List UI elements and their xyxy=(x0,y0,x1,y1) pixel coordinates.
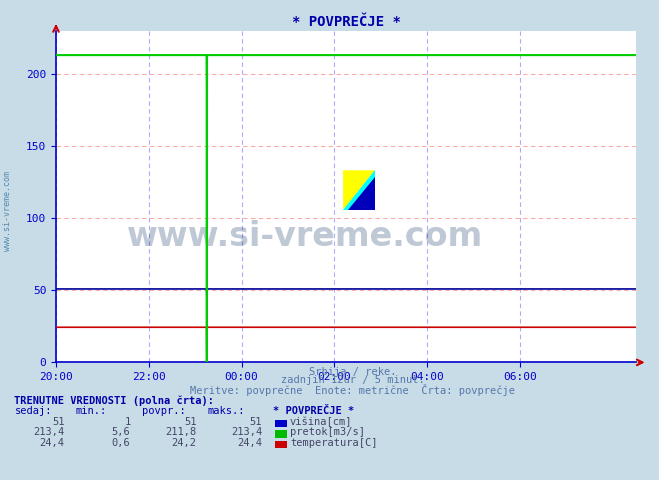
Text: www.si-vreme.com: www.si-vreme.com xyxy=(127,220,484,253)
Text: 24,4: 24,4 xyxy=(40,438,65,448)
Text: 0,6: 0,6 xyxy=(112,438,130,448)
Text: Srbija / reke.: Srbija / reke. xyxy=(309,367,396,377)
Text: * POVPREČJE *: * POVPREČJE * xyxy=(273,406,355,416)
Title: * POVPREČJE *: * POVPREČJE * xyxy=(291,15,401,29)
Text: 51: 51 xyxy=(250,417,262,427)
Polygon shape xyxy=(343,170,375,210)
Text: 24,4: 24,4 xyxy=(237,438,262,448)
Text: 213,4: 213,4 xyxy=(231,427,262,437)
Text: 5,6: 5,6 xyxy=(112,427,130,437)
Text: maks.:: maks.: xyxy=(208,406,245,416)
Text: 51: 51 xyxy=(52,417,65,427)
Text: pretok[m3/s]: pretok[m3/s] xyxy=(290,427,365,437)
Text: povpr.:: povpr.: xyxy=(142,406,185,416)
Text: 213,4: 213,4 xyxy=(34,427,65,437)
Text: temperatura[C]: temperatura[C] xyxy=(290,438,378,448)
Text: TRENUTNE VREDNOSTI (polna črta):: TRENUTNE VREDNOSTI (polna črta): xyxy=(14,396,214,407)
Text: zadnjih 12ur / 5 minut.: zadnjih 12ur / 5 minut. xyxy=(281,375,424,385)
Text: 1: 1 xyxy=(125,417,130,427)
Text: www.si-vreme.com: www.si-vreme.com xyxy=(3,171,13,251)
Text: višina[cm]: višina[cm] xyxy=(290,417,353,427)
Text: sedaj:: sedaj: xyxy=(14,406,52,416)
Text: min.:: min.: xyxy=(76,406,107,416)
Text: 211,8: 211,8 xyxy=(165,427,196,437)
Text: 51: 51 xyxy=(184,417,196,427)
Text: Meritve: povprečne  Enote: metrične  Črta: povprečje: Meritve: povprečne Enote: metrične Črta:… xyxy=(190,384,515,396)
Polygon shape xyxy=(343,170,375,210)
Polygon shape xyxy=(348,178,375,210)
Text: 24,2: 24,2 xyxy=(171,438,196,448)
